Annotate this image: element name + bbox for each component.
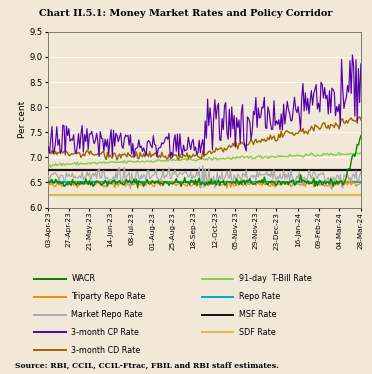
Y-axis label: Per cent: Per cent — [18, 101, 27, 138]
Text: Market Repo Rate: Market Repo Rate — [71, 310, 143, 319]
Text: 3-month CD Rate: 3-month CD Rate — [71, 346, 141, 355]
Text: 91-day  T-Bill Rate: 91-day T-Bill Rate — [239, 274, 312, 283]
Text: Source: RBI, CCIL, CCIL-Ftrac, FBIL and RBI staff estimates.: Source: RBI, CCIL, CCIL-Ftrac, FBIL and … — [15, 362, 279, 370]
Text: SDF Rate: SDF Rate — [239, 328, 276, 337]
Text: MSF Rate: MSF Rate — [239, 310, 276, 319]
Text: Repo Rate: Repo Rate — [239, 292, 280, 301]
Text: Chart II.5.1: Money Market Rates and Policy Corridor: Chart II.5.1: Money Market Rates and Pol… — [39, 9, 333, 18]
Text: 3-month CP Rate: 3-month CP Rate — [71, 328, 139, 337]
Text: WACR: WACR — [71, 274, 96, 283]
Text: Triparty Repo Rate: Triparty Repo Rate — [71, 292, 146, 301]
